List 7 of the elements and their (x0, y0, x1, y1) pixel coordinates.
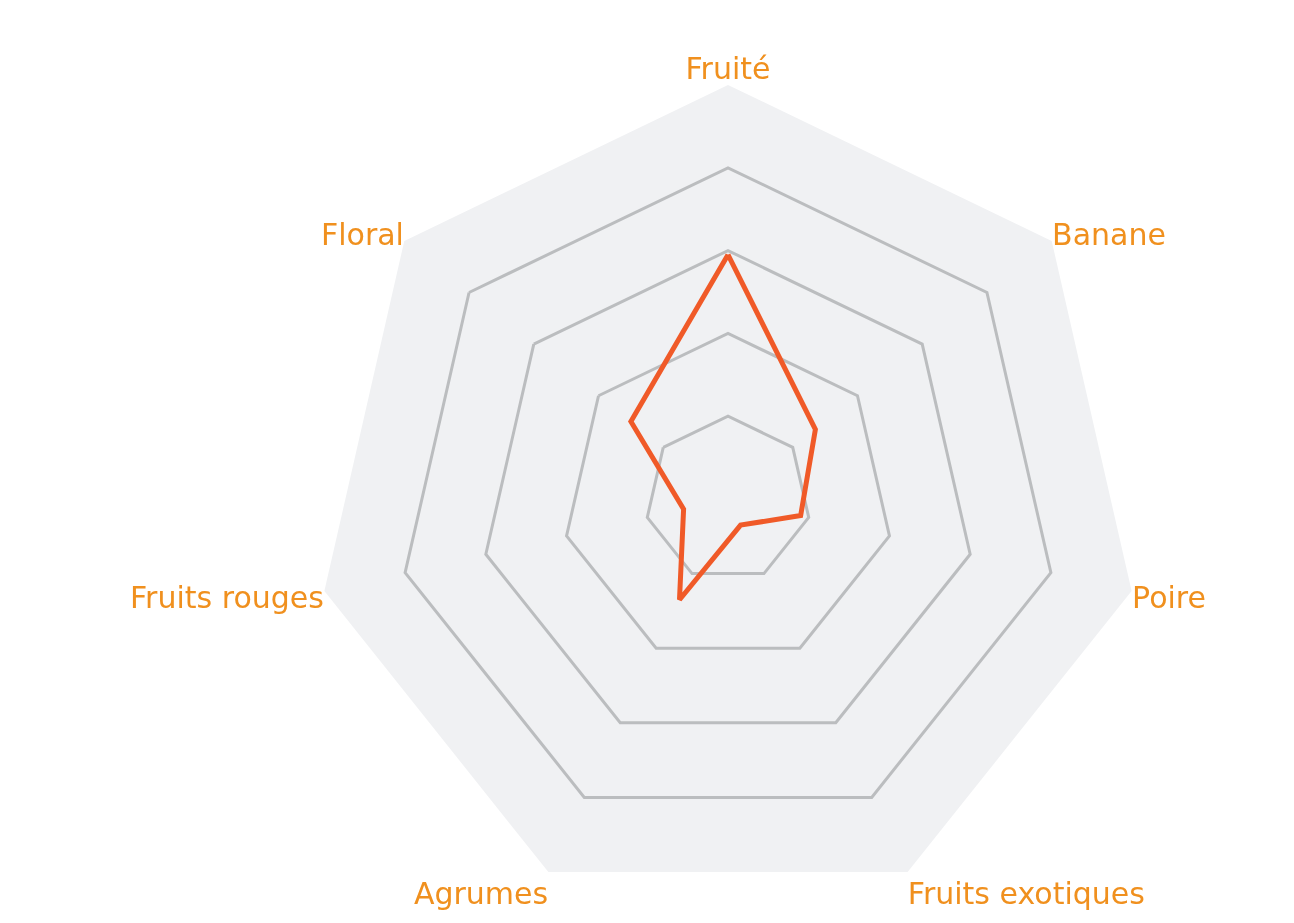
spoke-label: Banane (1052, 217, 1166, 253)
spoke-label: Agrumes (413, 876, 549, 912)
spoke-label: Fruité (685, 50, 771, 86)
spoke-label: Floral (320, 217, 404, 253)
spoke-label: Fruits rouges (130, 580, 324, 616)
spoke-label: Fruits exotiques (907, 876, 1145, 912)
spoke-label: Poire (1132, 580, 1206, 616)
